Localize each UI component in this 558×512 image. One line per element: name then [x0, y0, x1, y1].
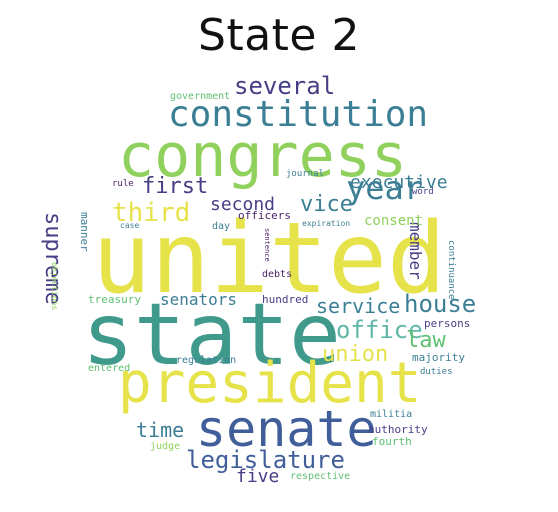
word-case: case	[120, 221, 140, 230]
word-vice: vice	[300, 192, 353, 217]
word-continuance: continuance	[446, 240, 456, 300]
word-debts: debts	[262, 269, 293, 280]
word-government: government	[170, 91, 231, 102]
word-office: office	[336, 316, 423, 344]
word-united: united	[92, 202, 447, 316]
word-senate: senate	[196, 400, 377, 458]
word-regulation: regulation	[176, 355, 237, 366]
word-journal: journal	[286, 169, 324, 179]
word-persons: persons	[424, 317, 471, 330]
word-law: law	[406, 328, 446, 353]
word-member: member	[406, 222, 425, 280]
word-objections: objections	[50, 262, 59, 311]
word-constitution: constitution	[168, 94, 429, 135]
word-house: house	[404, 290, 477, 318]
word-executive: executive	[350, 172, 448, 193]
word-consent: consent	[364, 213, 424, 229]
word-duties: duties	[420, 367, 453, 377]
word-year: year	[346, 169, 424, 207]
word-day: day	[212, 221, 231, 232]
word-five: five	[236, 466, 280, 487]
word-second: second	[210, 194, 276, 215]
word-judge: judge	[150, 441, 181, 452]
word-rule: rule	[112, 179, 134, 189]
word-sentence: sentence	[263, 228, 271, 262]
word-treasury: treasury	[88, 293, 141, 306]
word-expiration: expiration	[302, 219, 351, 228]
word-authority: authority	[368, 423, 428, 436]
word-manner: manner	[78, 212, 91, 252]
word-officers: officers	[238, 209, 291, 222]
word-president: president	[118, 351, 422, 416]
word-first: first	[142, 174, 209, 199]
word-senators: senators	[160, 290, 238, 309]
word-several: several	[234, 72, 336, 100]
word-majority: majority	[412, 351, 465, 364]
word-service: service	[316, 294, 401, 318]
word-congress: congress	[118, 121, 407, 191]
word-militia: militia	[370, 409, 413, 420]
word-union: union	[322, 342, 389, 367]
word-third: third	[112, 198, 191, 228]
word-word: word	[412, 187, 434, 197]
word-respective: respective	[290, 471, 351, 482]
word-hundred: hundred	[262, 293, 309, 306]
word-legislature: legislature	[186, 446, 345, 474]
word-time: time	[136, 418, 185, 442]
word-entered: entered	[88, 363, 131, 374]
word-fourth: fourth	[372, 435, 412, 448]
chart-title: State 2	[198, 10, 360, 61]
word-state: state	[82, 285, 341, 385]
